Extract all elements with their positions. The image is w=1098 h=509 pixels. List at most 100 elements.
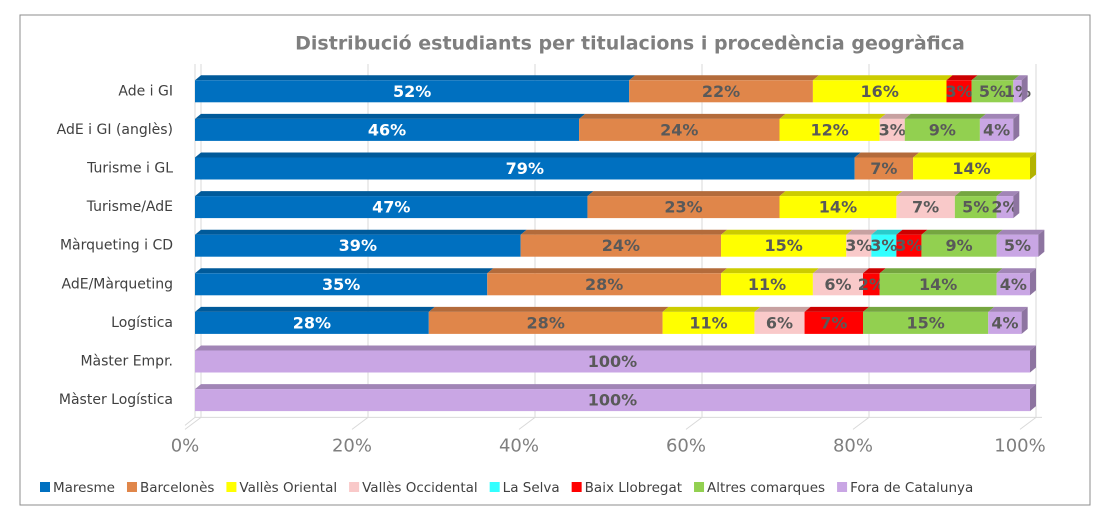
data-label: 4%: [1000, 275, 1027, 294]
legend-swatch: [489, 482, 500, 492]
bar: [579, 118, 780, 141]
x-tick-label: 60%: [666, 435, 706, 456]
bar-side: [1030, 384, 1036, 412]
legend-swatch: [40, 482, 50, 492]
bar: [979, 118, 1014, 141]
chart-title: Distribució estudiants per titulacions i…: [295, 33, 965, 55]
y-tick-label: Màster Empr.: [80, 354, 173, 370]
bar-top: [721, 229, 853, 235]
bar: [854, 157, 914, 180]
legend-swatch: [126, 482, 137, 492]
y-tick-label: AdE i GI (anglès): [57, 122, 173, 138]
legend-label: Altres comarques: [707, 480, 825, 496]
data-label: 4%: [991, 313, 1018, 332]
data-label: 14%: [819, 198, 857, 217]
bar-top: [1013, 75, 1028, 81]
bar-side: [1038, 229, 1045, 257]
bar: [954, 196, 997, 219]
bar-top: [904, 113, 986, 119]
bar-top: [996, 229, 1045, 235]
grid-line: [184, 64, 202, 430]
bar: [587, 196, 780, 219]
bar-side: [1021, 75, 1028, 103]
data-label: 14%: [952, 159, 990, 178]
bar-top: [913, 152, 1036, 158]
bar-top: [854, 152, 920, 158]
bar: [896, 196, 955, 219]
bar: [195, 273, 488, 296]
data-label: 24%: [660, 120, 698, 139]
bar: [520, 234, 722, 257]
bar-top: [996, 268, 1036, 274]
bar: [996, 196, 1014, 219]
legend-swatch: [226, 482, 237, 492]
bar: [896, 234, 922, 257]
x-tick-label: 80%: [833, 435, 873, 456]
grid-line: [685, 64, 703, 430]
data-label: 3%: [845, 236, 872, 255]
bar-top: [779, 191, 903, 197]
bar-top: [195, 345, 1036, 351]
bar-top: [779, 113, 886, 119]
data-label: 46%: [368, 120, 406, 139]
bar-top: [879, 268, 1003, 274]
bar: [863, 273, 880, 296]
grid-line: [518, 64, 536, 430]
bar-top: [871, 229, 903, 235]
bar-top: [879, 113, 911, 119]
bar: [1013, 80, 1022, 103]
bar: [971, 80, 1014, 103]
y-tick-label: Turisme i GL: [86, 161, 173, 177]
bar-side: [1013, 113, 1020, 141]
bar-top: [195, 229, 527, 235]
bar: [996, 234, 1039, 257]
data-label: 14%: [919, 275, 957, 294]
bar: [195, 157, 855, 180]
legend-label: La Selva: [503, 480, 560, 496]
bar: [879, 118, 905, 141]
legend-swatch: [571, 482, 582, 492]
legend-label: Barcelonès: [140, 480, 214, 496]
data-label: 100%: [588, 391, 637, 410]
data-label: 2%: [858, 275, 885, 294]
bar: [871, 234, 897, 257]
bar: [428, 311, 663, 334]
data-label: 7%: [870, 159, 897, 178]
bar-top: [428, 306, 669, 312]
bar: [946, 80, 972, 103]
grid-line: [852, 64, 870, 430]
legend-label: Baix Llobregat: [585, 480, 682, 496]
bar-top: [804, 306, 869, 312]
bar-top: [996, 191, 1020, 197]
bar-top: [812, 75, 953, 81]
data-label: 15%: [765, 236, 803, 255]
x-tick-label: 0%: [171, 435, 200, 456]
data-label: 6%: [766, 313, 793, 332]
bar: [195, 80, 630, 103]
data-label: 35%: [322, 275, 360, 294]
data-label: 28%: [293, 313, 331, 332]
bar: [921, 234, 997, 257]
bar: [996, 273, 1030, 296]
y-tick-label: Màrqueting i CD: [60, 238, 173, 254]
data-label: 5%: [962, 198, 989, 217]
bar-top: [195, 113, 586, 119]
data-label: 2%: [991, 198, 1018, 217]
data-label: 4%: [983, 120, 1010, 139]
legend-label: Vallès Oriental: [239, 480, 337, 496]
data-label: 23%: [664, 198, 702, 217]
data-label: 100%: [588, 352, 637, 371]
bar: [195, 350, 1030, 373]
x-tick-label: 20%: [332, 435, 372, 456]
bar-top: [954, 191, 1003, 197]
data-label: 22%: [702, 82, 740, 101]
y-tick-label: Màster Logística: [59, 392, 173, 408]
data-label: 11%: [748, 275, 786, 294]
x-tick-label: 40%: [499, 435, 539, 456]
bar: [195, 118, 580, 141]
bar-side: [1030, 268, 1036, 296]
bar-side: [1030, 345, 1036, 373]
bar: [913, 157, 1030, 180]
grid-line: [1019, 64, 1037, 430]
